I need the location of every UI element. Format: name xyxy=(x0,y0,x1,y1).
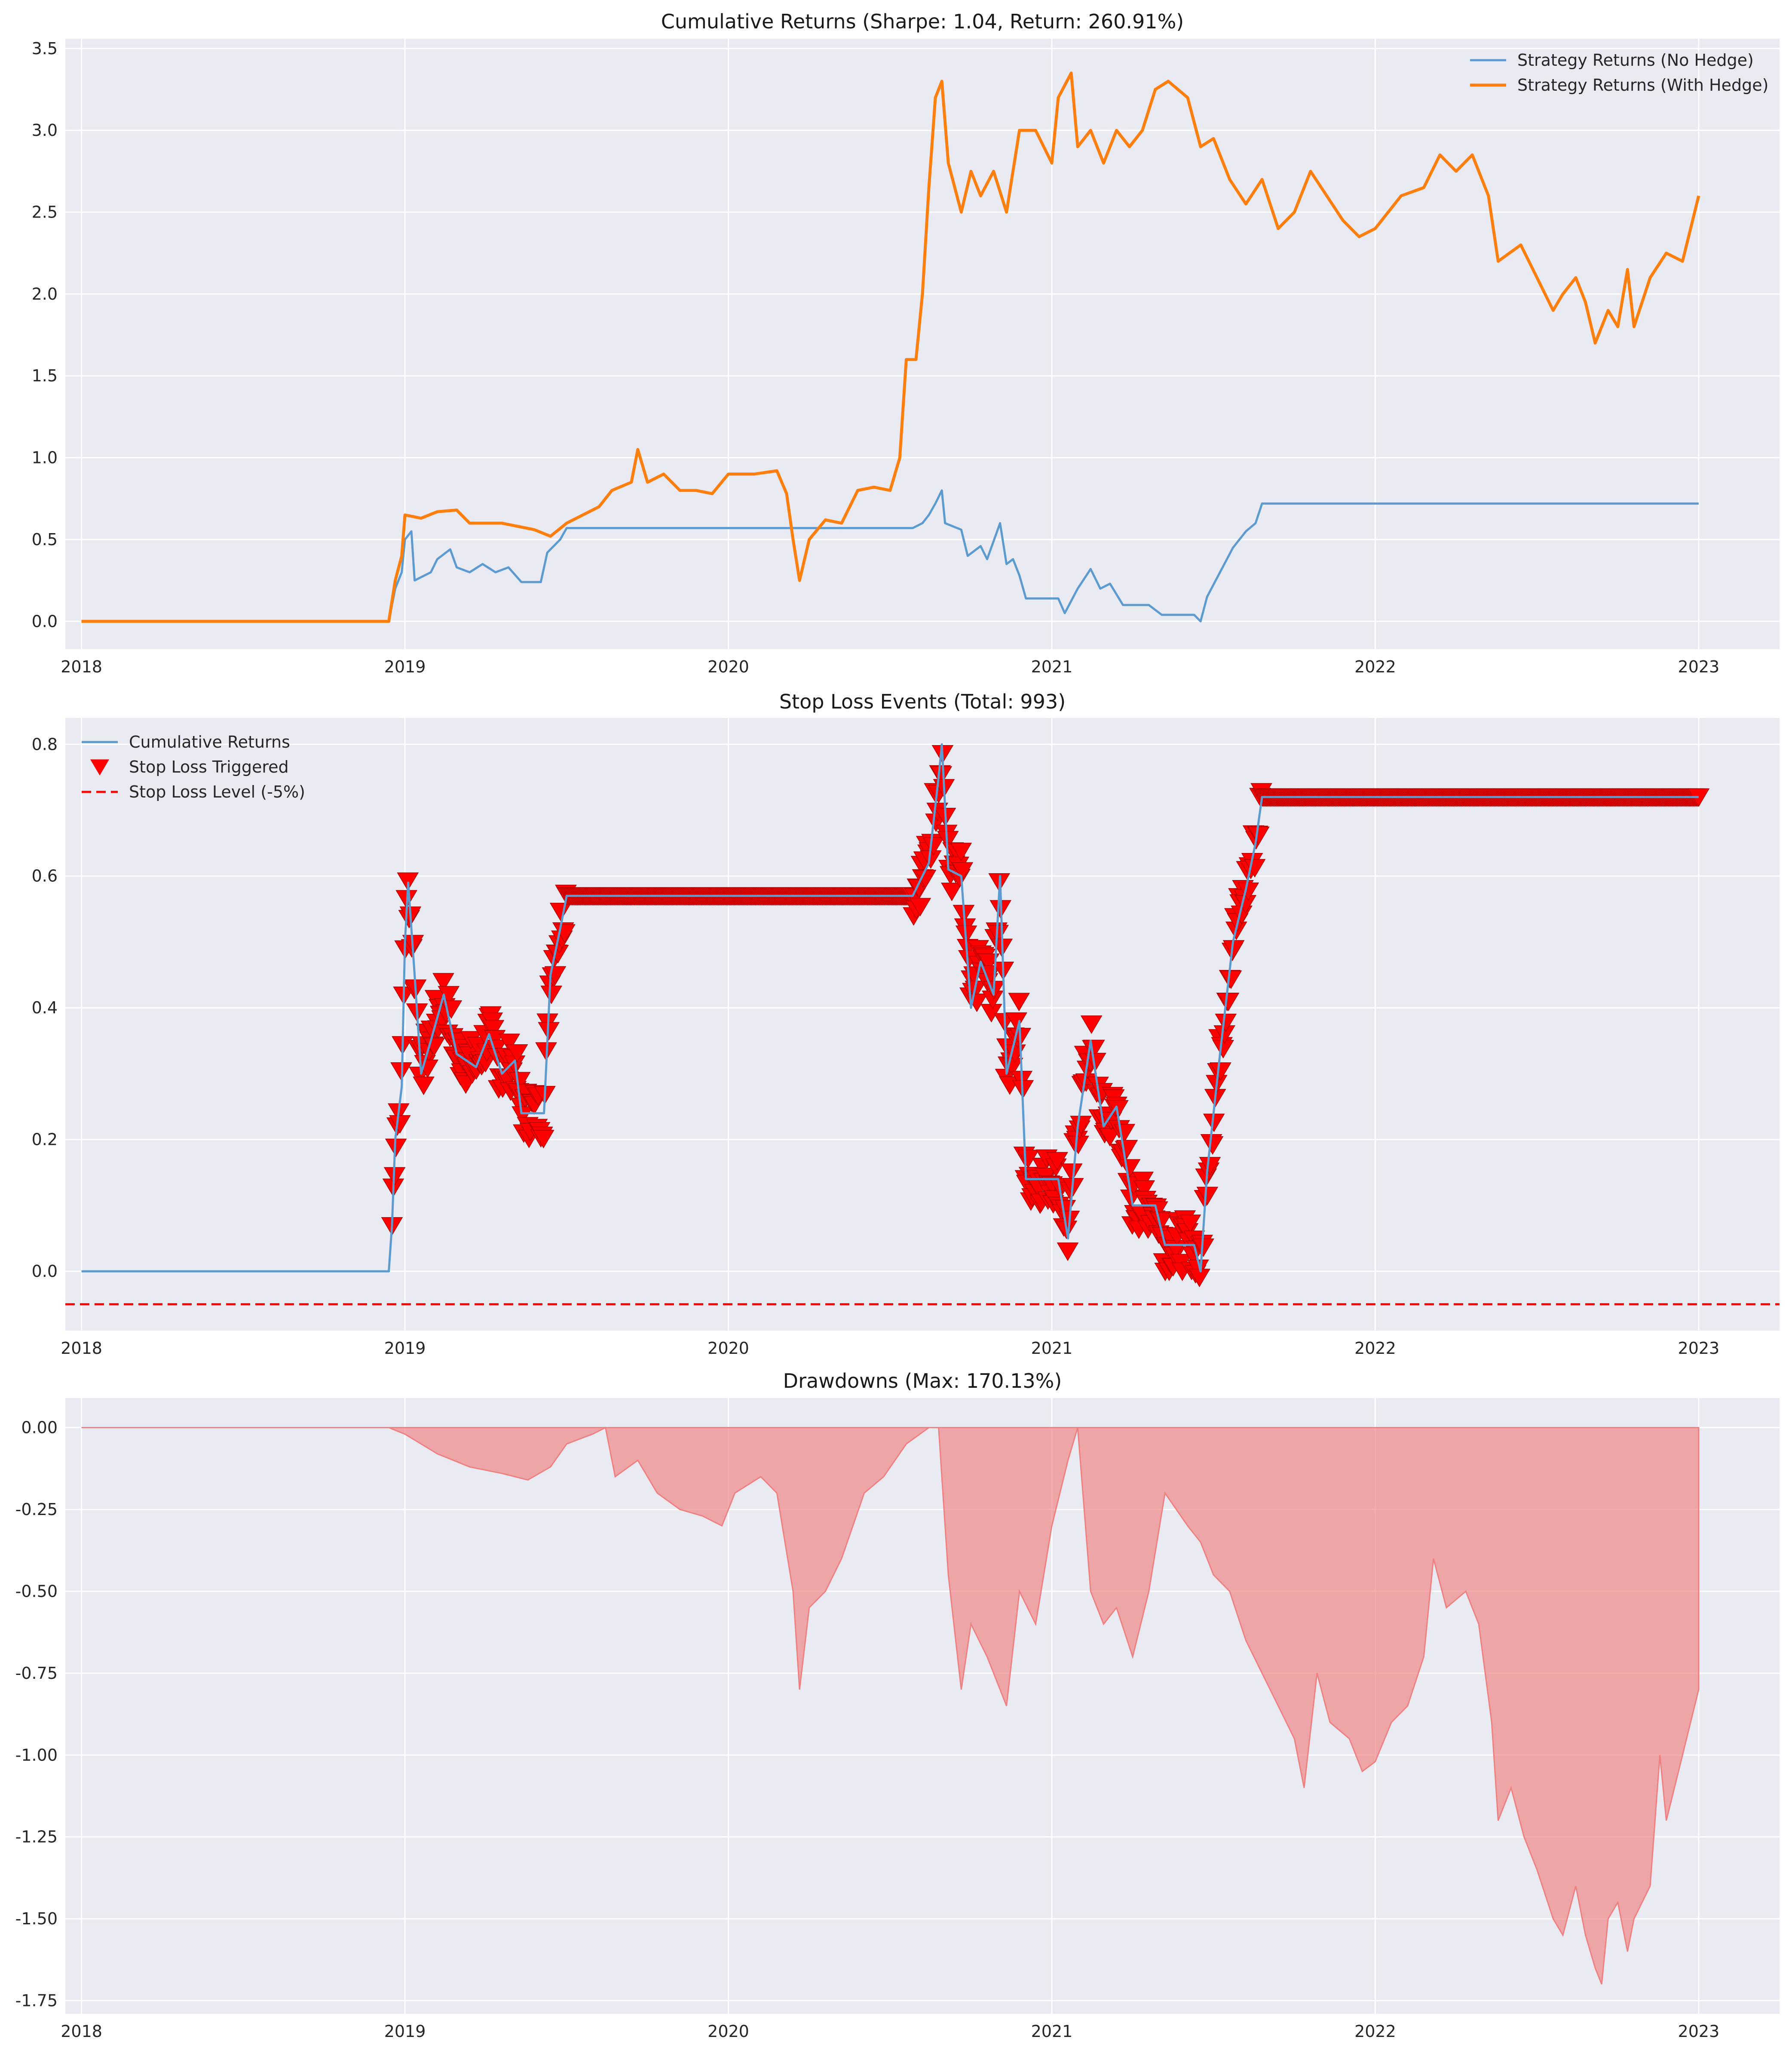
plot-area xyxy=(65,39,1780,649)
x-tick-label: 2020 xyxy=(708,1339,749,1358)
stop-loss-marker xyxy=(1057,1242,1079,1261)
stop-loss-marker xyxy=(397,872,419,891)
stop-loss-marker xyxy=(1060,1163,1083,1182)
y-tick-label: 0.8 xyxy=(32,735,58,754)
stop-loss-marker xyxy=(1196,1187,1219,1205)
stop-loss-marker xyxy=(922,837,944,856)
stop-loss-marker xyxy=(937,831,959,850)
y-tick-label: 3.0 xyxy=(32,121,58,140)
legend-label: Stop Loss Level (-5%) xyxy=(129,782,305,801)
chart-title: Cumulative Returns (Sharpe: 1.04, Return… xyxy=(661,10,1184,33)
legend-label: Cumulative Returns xyxy=(129,733,290,752)
stop-loss-marker xyxy=(1133,1180,1155,1199)
y-tick-label: 3.5 xyxy=(32,39,58,58)
stop-loss-marker xyxy=(432,973,454,992)
chart-title: Stop Loss Events (Total: 993) xyxy=(779,690,1066,713)
x-tick-label: 2023 xyxy=(1678,657,1720,676)
stop-loss-marker xyxy=(498,1034,521,1052)
x-tick-label: 2019 xyxy=(384,2022,426,2041)
stop-loss-marker xyxy=(1199,1157,1221,1176)
stop-loss-marker xyxy=(482,1020,505,1039)
x-tick-label: 2023 xyxy=(1678,1339,1720,1358)
x-tick-label: 2023 xyxy=(1678,2022,1720,2041)
stop-loss-marker xyxy=(1210,1062,1231,1081)
y-tick-label: -1.75 xyxy=(15,1991,58,2010)
y-tick-label: 0.00 xyxy=(21,1418,58,1437)
stop-loss-marker xyxy=(1080,1015,1103,1034)
stop-loss-marker xyxy=(389,1115,411,1134)
y-tick-label: 2.0 xyxy=(32,285,58,304)
drawdown-area xyxy=(81,1426,1700,1985)
legend-label: Stop Loss Triggered xyxy=(129,758,289,776)
series-line-with-hedge xyxy=(81,71,1700,623)
legend-label: Strategy Returns (With Hedge) xyxy=(1517,76,1768,95)
stop-loss-marker xyxy=(1005,1012,1027,1031)
stop-loss-marker xyxy=(1201,1136,1224,1155)
stop-loss-marker xyxy=(1150,1212,1172,1231)
x-tick-label: 2021 xyxy=(1031,2022,1073,2041)
x-tick-label: 2018 xyxy=(61,2022,102,2041)
y-tick-label: 1.5 xyxy=(32,366,58,385)
stop-loss-marker xyxy=(950,843,972,862)
y-tick-label: 0.5 xyxy=(32,530,58,549)
drawdowns-chart: Drawdowns (Max: 170.13%) 2018 2019 2020 2021… xyxy=(15,1369,1780,2041)
x-tick-label: 2022 xyxy=(1354,2022,1396,2041)
y-tick-label: 0.6 xyxy=(32,867,58,886)
stop-loss-marker xyxy=(951,862,974,881)
stop-loss-marker xyxy=(508,1072,531,1091)
stop-loss-marker xyxy=(1118,1159,1141,1178)
stop-loss-marker xyxy=(549,902,572,921)
x-tick-label: 2019 xyxy=(384,657,426,676)
stop-loss-marker xyxy=(1220,970,1242,989)
stop-loss-marker xyxy=(1046,1152,1068,1171)
stop-loss-events-chart: Stop Loss Events (Total: 993) 2018 2019 202… xyxy=(32,690,1780,1358)
y-tick-label: 1.0 xyxy=(32,448,58,467)
chart-title: Drawdowns (Max: 170.13%) xyxy=(783,1369,1062,1393)
cumulative-returns-line xyxy=(81,743,1699,1273)
stop-loss-marker xyxy=(909,898,931,917)
y-tick-label: 2.5 xyxy=(32,203,58,222)
stop-loss-marker xyxy=(1099,1128,1121,1147)
stop-loss-marker xyxy=(930,766,953,785)
cumulative-returns-chart: Cumulative Returns (Sharpe: 1.04, Return… xyxy=(32,10,1780,676)
stop-loss-marker xyxy=(1070,1116,1092,1135)
x-tick-label: 2021 xyxy=(1031,1339,1073,1358)
y-tick-label: 0.4 xyxy=(32,998,58,1017)
x-tick-label: 2021 xyxy=(1031,657,1073,676)
x-tick-label: 2019 xyxy=(384,1339,426,1358)
stop-loss-marker xyxy=(1008,993,1030,1012)
stop-loss-marker xyxy=(941,883,963,902)
legend-swatch xyxy=(90,759,109,776)
x-tick-label: 2022 xyxy=(1354,657,1396,676)
stop-loss-marker xyxy=(533,1130,554,1149)
stop-loss-marker xyxy=(540,985,563,1004)
series-line-no-hedge xyxy=(81,489,1699,623)
y-tick-label: 0.0 xyxy=(32,612,58,631)
x-tick-label: 2018 xyxy=(61,1339,102,1358)
y-tick-label: 0.0 xyxy=(32,1262,58,1281)
stop-loss-marker xyxy=(512,1106,533,1125)
y-tick-label: -1.00 xyxy=(15,1745,58,1764)
x-tick-label: 2020 xyxy=(708,657,749,676)
stop-loss-marker xyxy=(506,1044,528,1063)
stop-loss-marker xyxy=(1179,1215,1201,1233)
legend-label: Strategy Returns (No Hedge) xyxy=(1517,51,1754,70)
y-tick-label: -1.25 xyxy=(15,1828,58,1847)
x-tick-label: 2022 xyxy=(1354,1339,1396,1358)
y-tick-label: -0.50 xyxy=(15,1582,58,1601)
y-tick-label: -1.50 xyxy=(15,1909,58,1928)
plot-area xyxy=(65,718,1780,1331)
stop-loss-marker xyxy=(1215,1013,1237,1032)
stop-loss-marker xyxy=(413,1077,435,1095)
stop-loss-marker xyxy=(1217,993,1240,1012)
y-tick-label: -0.25 xyxy=(15,1500,58,1519)
x-tick-label: 2018 xyxy=(61,657,102,676)
x-tick-label: 2020 xyxy=(708,2022,749,2041)
stop-loss-marker xyxy=(1084,1052,1106,1071)
y-tick-label: 0.2 xyxy=(32,1130,58,1149)
y-tick-label: -0.75 xyxy=(15,1664,58,1683)
